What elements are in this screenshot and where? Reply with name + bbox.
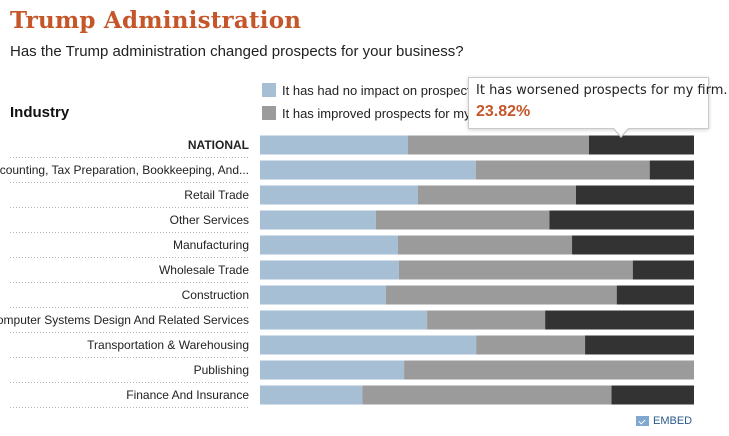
bar-segment-series-2[interactable] bbox=[632, 260, 694, 280]
embed-button[interactable]: EMBED bbox=[636, 415, 692, 427]
bar-segment-series-0[interactable] bbox=[260, 385, 363, 405]
legend-item-improved[interactable]: It has improved prospects for my firm. bbox=[262, 105, 499, 121]
bar-segment-series-1[interactable] bbox=[427, 310, 546, 330]
tooltip: It has worsened prospects for my firm.: … bbox=[468, 77, 729, 129]
bar-segment-series-2[interactable] bbox=[585, 335, 694, 355]
legend-swatch bbox=[262, 83, 276, 97]
bar-segment-series-2[interactable] bbox=[588, 135, 694, 155]
category-label: Publishing bbox=[194, 363, 249, 377]
bar-segment-series-0[interactable] bbox=[260, 360, 405, 380]
bar-segment-series-2[interactable] bbox=[549, 210, 694, 230]
bar-segment-series-1[interactable] bbox=[398, 260, 633, 280]
bar-segment-series-1[interactable] bbox=[404, 360, 694, 380]
bar-segment-series-2[interactable] bbox=[616, 285, 694, 305]
category-label: Finance And Insurance bbox=[126, 388, 249, 402]
bar-segment-series-1[interactable] bbox=[385, 285, 617, 305]
bar-segment-series-1[interactable] bbox=[398, 235, 573, 255]
category-label: Computer Systems Design And Related Serv… bbox=[0, 313, 249, 327]
bar-segment-series-2[interactable] bbox=[572, 235, 694, 255]
bar-segment-series-1[interactable] bbox=[362, 385, 612, 405]
legend-item-no-impact[interactable]: It has had no impact on prospects for bbox=[262, 82, 496, 98]
category-label: NATIONAL bbox=[188, 138, 249, 152]
bar-segment-series-0[interactable] bbox=[260, 285, 386, 305]
bar-segment-series-0[interactable] bbox=[260, 135, 408, 155]
bar-segment-series-0[interactable] bbox=[260, 185, 418, 205]
bar-segment-series-1[interactable] bbox=[407, 135, 589, 155]
embed-icon bbox=[636, 416, 649, 426]
category-label: Retail Trade bbox=[184, 188, 249, 202]
category-label: Accounting, Tax Preparation, Bookkeeping… bbox=[0, 163, 249, 177]
bar-segment-series-0[interactable] bbox=[260, 310, 428, 330]
bar-segment-series-0[interactable] bbox=[260, 335, 477, 355]
bar-segment-series-0[interactable] bbox=[260, 235, 399, 255]
bar-segment-series-1[interactable] bbox=[417, 185, 576, 205]
bar-segment-series-0[interactable] bbox=[260, 210, 376, 230]
category-label: Transportation & Warehousing bbox=[87, 338, 249, 352]
category-label: Other Services bbox=[170, 213, 249, 227]
embed-label: EMBED bbox=[653, 415, 693, 427]
tooltip-value: 23.82% bbox=[476, 103, 531, 120]
bar-segment-series-0[interactable] bbox=[260, 160, 476, 180]
bar-segment-series-2[interactable] bbox=[545, 310, 694, 330]
legend-swatch bbox=[262, 106, 276, 120]
industry-header: Industry bbox=[10, 104, 70, 121]
bar-segment-series-1[interactable] bbox=[475, 160, 650, 180]
bar-segment-series-1[interactable] bbox=[476, 335, 586, 355]
category-label: Construction bbox=[182, 288, 249, 302]
bar-segment-series-2[interactable] bbox=[649, 160, 694, 180]
tooltip-pointer-fill bbox=[613, 127, 629, 136]
chart-subtitle: Has the Trump administration changed pro… bbox=[10, 43, 464, 60]
category-label: Wholesale Trade bbox=[159, 263, 249, 277]
chart-title: Trump Administration bbox=[10, 7, 302, 34]
bar-segment-series-2[interactable] bbox=[611, 385, 694, 405]
bar-segment-series-2[interactable] bbox=[575, 185, 694, 205]
category-label: Manufacturing bbox=[173, 238, 249, 252]
legend-label: It has had no impact on prospects for bbox=[282, 82, 496, 98]
bar-segment-series-1[interactable] bbox=[375, 210, 550, 230]
legend-label: It has improved prospects for my firm. bbox=[282, 105, 500, 121]
bar-segment-series-0[interactable] bbox=[260, 260, 399, 280]
tooltip-label: It has worsened prospects for my firm.: bbox=[476, 83, 729, 98]
